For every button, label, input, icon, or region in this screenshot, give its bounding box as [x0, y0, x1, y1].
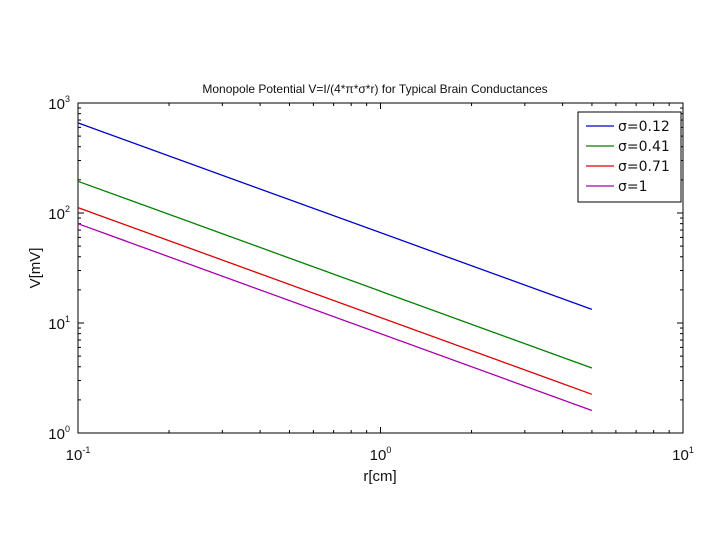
series-line — [77, 223, 593, 412]
legend-label: σ=0.12 — [618, 119, 670, 135]
legend-box — [577, 111, 682, 203]
series-lines — [77, 122, 593, 412]
tick-label: 102 — [48, 204, 70, 223]
tick-labels: 10-1 100 101 100 101 102 103 — [48, 94, 694, 464]
chart-title: Monopole Potential V=I/(4*π*σ*r) for Typ… — [202, 82, 547, 96]
series-line — [77, 206, 593, 395]
tick-label: 101 — [48, 314, 70, 333]
tick-label: 103 — [48, 94, 70, 113]
legend: σ=0.12 σ=0.41 σ=0.71 σ=1 — [577, 111, 682, 203]
x-axis-label: r[cm] — [363, 468, 396, 485]
tick-label: 10-1 — [66, 445, 91, 464]
y-axis-label: V[mV] — [27, 248, 44, 289]
axis-ticks — [77, 103, 683, 434]
legend-label: σ=0.41 — [618, 139, 670, 155]
tick-label: 100 — [48, 424, 70, 443]
series-line — [77, 180, 593, 369]
series-line — [77, 122, 593, 311]
legend-label: σ=1 — [618, 179, 648, 195]
tick-label: 101 — [672, 445, 694, 464]
legend-label: σ=0.71 — [618, 159, 670, 175]
tick-label: 100 — [370, 445, 392, 464]
